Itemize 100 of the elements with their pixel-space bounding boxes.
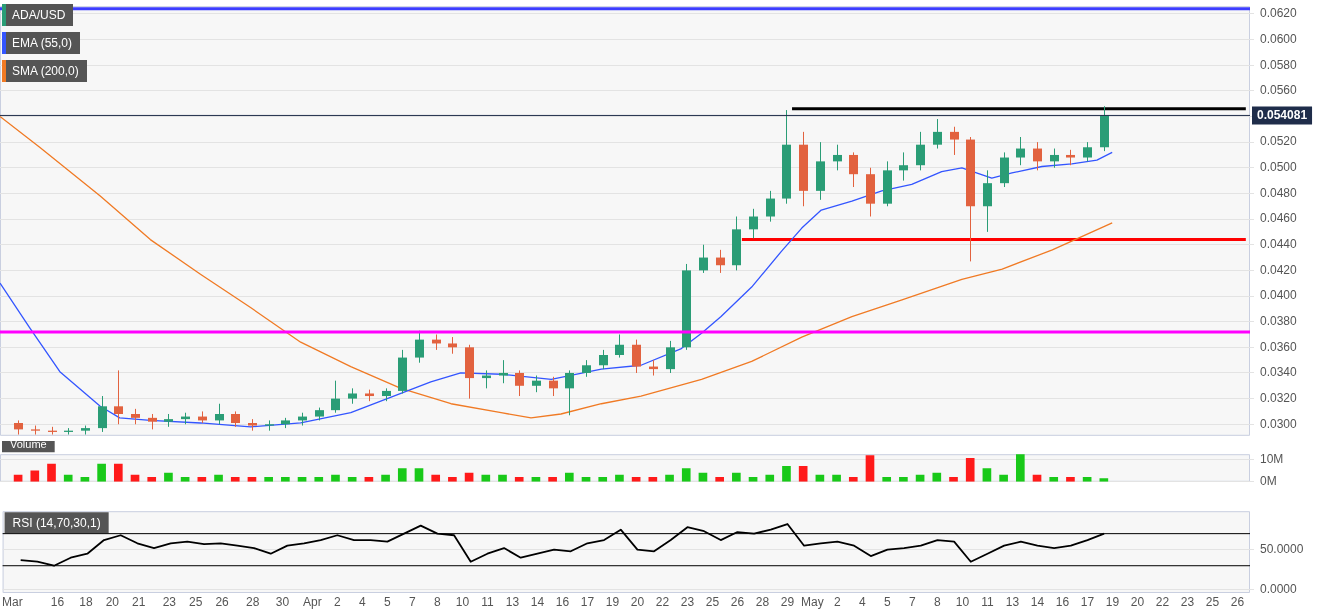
chart-title: RSI (14,70,30,1): [12, 516, 101, 531]
bar: [598, 477, 608, 482]
bar: [949, 477, 958, 482]
ref-line-label: 0.054081: [1257, 107, 1308, 122]
x-tick-label: 11: [481, 594, 494, 609]
candlestick: [331, 380, 340, 414]
bar: [1049, 477, 1059, 482]
candlestick: [632, 339, 641, 374]
y-tick-label: 0M: [1260, 474, 1277, 489]
x-tick-label: 10: [455, 594, 470, 609]
x-tick-label: 11: [981, 594, 995, 609]
candlestick: [1083, 141, 1092, 162]
bar: [765, 474, 775, 482]
legend-label: EMA (55,0): [2, 32, 81, 54]
bar: [1015, 454, 1025, 482]
y-tick-label: 0.0420: [1260, 262, 1298, 277]
bar: [882, 477, 892, 482]
bar: [681, 468, 691, 482]
x-tick-label: 19: [605, 594, 620, 609]
bar: [230, 477, 240, 482]
bar: [97, 463, 106, 482]
y-tick-label: 0.0620: [1260, 6, 1298, 21]
y-tick-label: 0.0000: [1260, 582, 1298, 597]
bar: [732, 472, 741, 482]
x-tick-label: 26: [1230, 594, 1245, 609]
x-tick-label: 18: [79, 594, 93, 609]
x-tick-label: 17: [1080, 594, 1095, 609]
x-tick-label: 22: [1155, 594, 1170, 609]
candlestick: [549, 376, 558, 397]
bar: [798, 466, 808, 482]
x-tick-label: 8: [434, 594, 442, 609]
candlestick: [766, 190, 775, 223]
candlestick: [599, 349, 608, 370]
x-tick-label: 23: [1180, 594, 1195, 609]
x-tick-label: 4: [859, 594, 867, 609]
candlestick: [749, 208, 758, 239]
bar: [281, 477, 290, 482]
y-tick-label: 0.0320: [1260, 390, 1298, 405]
candlestick: [1033, 141, 1042, 171]
bar: [63, 474, 73, 482]
bar: [397, 468, 407, 482]
x-tick-label: 16: [555, 594, 570, 609]
x-tick-label: 20: [1130, 594, 1145, 609]
bar: [715, 477, 724, 482]
bar: [564, 472, 574, 482]
candlestick: [499, 359, 508, 384]
bar: [548, 477, 557, 482]
x-tick-label: 16: [50, 594, 65, 609]
bar: [965, 458, 975, 482]
x-tick-label: 21: [132, 594, 146, 609]
x-tick-label: 20: [630, 594, 645, 609]
bar: [999, 474, 1008, 482]
x-tick-label: 2: [834, 594, 842, 609]
x-tick-label: 30: [275, 594, 290, 609]
x-tick-label: 7: [409, 594, 417, 609]
bar: [147, 477, 157, 482]
x-tick-label: 8: [934, 594, 942, 609]
bar: [832, 474, 841, 482]
x-tick-label: 13: [505, 594, 520, 609]
x-tick-label: 2: [334, 594, 342, 609]
candlestick: [849, 151, 858, 188]
bar: [514, 477, 524, 482]
x-tick-label: 4: [359, 594, 367, 609]
y-tick-label: 0.0520: [1260, 134, 1298, 149]
y-tick-label: 0.0440: [1260, 237, 1298, 252]
bar: [381, 474, 390, 482]
x-tick-label: 14: [1030, 594, 1045, 609]
y-tick-label: 50.0000: [1260, 542, 1304, 557]
x-tick-label: 22: [655, 594, 670, 609]
candlestick: [1050, 148, 1059, 169]
x-tick-label: 25: [1205, 594, 1220, 609]
x-tick-label: 7: [909, 594, 917, 609]
x-tick-label: 29: [780, 594, 795, 609]
bar: [331, 474, 340, 482]
bar: [264, 477, 273, 482]
y-tick-label: 0.0380: [1260, 313, 1298, 328]
bar: [347, 477, 357, 482]
x-tick-label: 14: [530, 594, 545, 609]
x-tick-label: 5: [384, 594, 392, 609]
candlestick: [716, 249, 725, 274]
y-tick-label: 0.0340: [1260, 365, 1298, 380]
candlestick: [515, 369, 524, 397]
y-tick-label: 0.0300: [1260, 416, 1298, 431]
x-tick-label: 23: [680, 594, 695, 609]
legend-label: SMA (200,0): [2, 60, 87, 82]
x-tick-label: 5: [884, 594, 892, 609]
candlestick: [699, 244, 708, 274]
bar: [481, 474, 491, 482]
candlestick: [98, 395, 107, 433]
bar: [782, 466, 791, 482]
x-tick-label: May: [801, 594, 824, 609]
bar: [848, 477, 858, 482]
y-tick-label: 0.0400: [1260, 288, 1298, 303]
bar: [665, 474, 674, 482]
y-tick-label: 0.0500: [1260, 160, 1298, 175]
x-tick-label: Mar: [2, 594, 23, 609]
candlestick: [565, 369, 574, 416]
bar: [414, 468, 424, 482]
y-tick-label: 0.0460: [1260, 211, 1298, 226]
candlestick: [215, 403, 224, 425]
